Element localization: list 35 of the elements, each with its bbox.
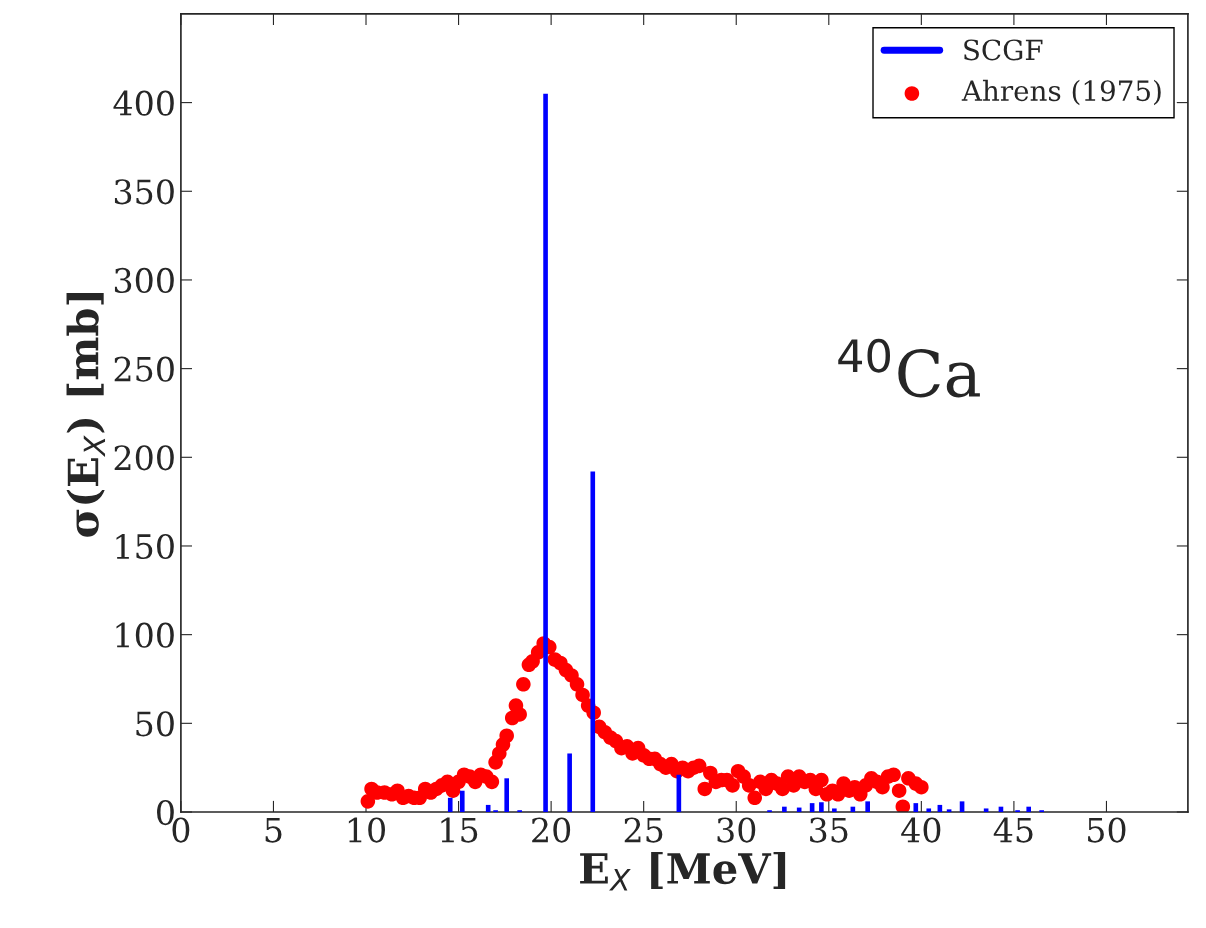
x-tick-label: 25	[624, 817, 663, 843]
legend-label: SCGF	[964, 39, 1043, 61]
y-tick-label: 350	[114, 179, 174, 205]
x-tick-label: 20	[532, 817, 571, 843]
bar	[485, 804, 491, 812]
y-tick-label: 300	[114, 267, 174, 294]
bar	[567, 753, 572, 812]
x-tick-label: 5	[265, 817, 282, 843]
bar	[1026, 806, 1032, 812]
y-tick-label: 50	[136, 711, 174, 737]
bar	[983, 808, 989, 812]
x-tick-label: 15	[441, 817, 478, 843]
x-tick-label: 10	[348, 817, 386, 843]
bar	[959, 801, 965, 812]
y-tick-label: 200	[114, 445, 174, 471]
y-tick-label: 250	[114, 356, 174, 382]
x-tick-label: 45	[993, 817, 1033, 843]
legend-label: Ahrens (1975)	[961, 79, 1161, 106]
bar	[832, 808, 837, 812]
x-tick-label: 0	[172, 817, 190, 843]
x-tick-label: 35	[810, 817, 848, 843]
bar	[926, 808, 932, 812]
bar	[946, 809, 952, 812]
y-tick-label: 150	[116, 533, 174, 560]
bar	[504, 778, 510, 812]
y-tick-label: 0	[157, 799, 174, 826]
y-axis-title: σ(E$_{X}$) [mb]	[66, 293, 106, 537]
annotation: $^{40}$Ca	[838, 338, 980, 398]
bar	[782, 806, 787, 812]
x-tick-label: 40	[901, 817, 941, 843]
x-tick-label: 30	[717, 817, 756, 843]
y-tick-label: 100	[116, 622, 174, 648]
x-axis-title: E$_{X}$ [MeV]	[580, 851, 786, 891]
y-tick-label: 400	[113, 90, 174, 116]
x-tick-label: 50	[1088, 817, 1126, 843]
